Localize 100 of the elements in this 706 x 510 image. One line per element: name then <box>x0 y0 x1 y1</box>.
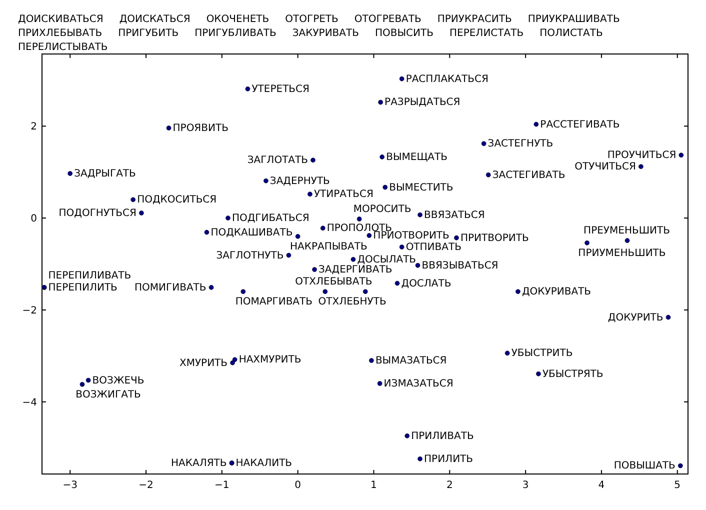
data-label: ОТХЛЕБЫВАТЬ <box>295 276 372 288</box>
x-tick-label: −2 <box>138 480 154 491</box>
data-label: ПЕРЕПИЛИТЬ <box>48 282 118 294</box>
x-tick-label: 2 <box>446 480 453 491</box>
point <box>68 171 72 176</box>
data-label: ПРИТВОРИТЬ <box>460 232 529 244</box>
point <box>245 86 250 92</box>
point <box>320 226 326 231</box>
point <box>80 382 85 387</box>
point <box>399 244 404 250</box>
data-label: ПОДОГНУТЬСЯ <box>58 208 136 219</box>
data-label: ЗАДЕРГИВАТЬ <box>318 264 392 276</box>
y-tick-label: −2 <box>22 305 37 316</box>
point <box>504 350 510 356</box>
data-label: ПОВЫШАТЬ <box>614 460 676 472</box>
x-tick-label: 3 <box>522 480 529 491</box>
data-label: ОТХЛЕБНУТЬ <box>318 296 386 308</box>
data-label: ПРЕУМЕНЬШИТЬ <box>584 226 670 237</box>
point <box>86 378 91 383</box>
point <box>678 463 683 468</box>
data-label: УБЫСТРЯТЬ <box>542 368 604 380</box>
point <box>264 178 268 184</box>
text: ПРИХЛЕБЫВАТЬ <box>18 28 102 39</box>
data-label: ДОСЛАТЬ <box>401 278 452 290</box>
data-label: ДОКУРИТЬ <box>608 312 664 324</box>
data-label: ПОДКАШИВАТЬ <box>210 227 293 238</box>
text: ДОИСКАТЬСЯ <box>119 14 190 25</box>
y-tick-label: 0 <box>30 214 37 225</box>
point <box>295 234 300 239</box>
point <box>166 126 172 130</box>
text: ПРИГУБИТЬ <box>118 28 179 39</box>
data-label: РАСПЛАКАТЬСЯ <box>406 74 488 85</box>
data-label: РАЗРЫДАТЬСЯ <box>384 97 460 108</box>
x-tick-label: −3 <box>62 480 78 491</box>
text: ОТОГРЕТЬ <box>285 14 339 25</box>
data-label: ПОДКОСИТЬСЯ <box>137 194 217 206</box>
text: ПРИГУБЛИВАТЬ <box>194 28 276 39</box>
point <box>232 357 238 362</box>
point <box>350 257 356 262</box>
x-tick-label: −1 <box>214 480 230 491</box>
data-label: ЗАГЛОТНУТЬ <box>216 250 284 262</box>
point <box>666 314 671 320</box>
point <box>382 184 388 190</box>
point <box>380 154 384 160</box>
data-label: НАКАЛЯТЬ <box>171 458 227 469</box>
data-label: ПРИЛИТЬ <box>424 454 474 465</box>
point <box>394 280 400 286</box>
data-label: ВВЯЗАТЬСЯ <box>424 210 485 221</box>
data-label: УБЫСТРИТЬ <box>511 348 573 360</box>
point <box>312 267 317 272</box>
data-label: ДОСЫЛАТЬ <box>357 254 416 266</box>
data-label: ЗАСТЕГИВАТЬ <box>492 170 566 181</box>
data-label: УТЕРЕТЬСЯ <box>252 84 310 95</box>
point <box>377 381 382 386</box>
point <box>230 360 235 366</box>
data-label: ПРОЯВИТЬ <box>172 122 229 134</box>
point <box>399 76 404 82</box>
text: ПОВЫСИТЬ <box>374 28 434 39</box>
point <box>584 240 590 246</box>
point <box>308 192 312 197</box>
point <box>516 289 520 294</box>
point <box>208 285 214 290</box>
data-label: ЗАСТЕГНУТЬ <box>488 138 554 150</box>
data-label: ПЕРЕПИЛИВАТЬ <box>48 270 132 282</box>
point <box>130 197 136 202</box>
x-tick-label: 0 <box>294 480 302 491</box>
point <box>369 358 374 363</box>
data-label: ЗАДЕРНУТЬ <box>270 176 330 187</box>
data-label: ХМУРИТЬ <box>179 358 228 369</box>
data-label: ОТУЧИТЬСЯ <box>574 162 636 173</box>
data-label: ПРОУЧИТЬСЯ <box>607 150 676 162</box>
point <box>486 172 491 178</box>
point <box>624 238 630 243</box>
y-tick-label: −4 <box>22 397 37 408</box>
point <box>418 456 422 462</box>
text: ПРИУКРАСИТЬ <box>437 14 512 25</box>
point <box>356 216 362 222</box>
x-tick-label: 1 <box>370 480 377 491</box>
text: ПЕРЕЛИСТЫВАТЬ <box>18 42 108 53</box>
data-label: НАКАЛИТЬ <box>236 458 292 469</box>
data-label: ВЫМЕСТИТЬ <box>389 182 454 194</box>
data-label: ВОЗЖИГАТЬ <box>76 389 142 400</box>
point <box>366 233 372 238</box>
point <box>322 289 328 294</box>
point <box>534 122 539 127</box>
text: ДОИСКИВАТЬСЯ <box>18 14 104 25</box>
data-label: ПРИЛИВАТЬ <box>411 430 474 442</box>
text: ОКОЧЕНЕТЬ <box>206 14 270 25</box>
data-label: ПРИУМЕНЬШИТЬ <box>578 248 666 259</box>
data-label: ПОДГИБАТЬСЯ <box>232 213 310 224</box>
data-label: ЗАДРЫГАТЬ <box>74 168 136 180</box>
point <box>536 371 541 376</box>
data-label: ЗАГЛОТАТЬ <box>247 155 308 166</box>
point <box>638 164 644 169</box>
point <box>286 252 292 258</box>
x-tick-label: 5 <box>674 480 681 491</box>
point <box>481 141 486 146</box>
point <box>139 210 144 216</box>
point <box>454 235 459 240</box>
data-label: ВЫМЕЩАТЬ <box>386 152 448 163</box>
